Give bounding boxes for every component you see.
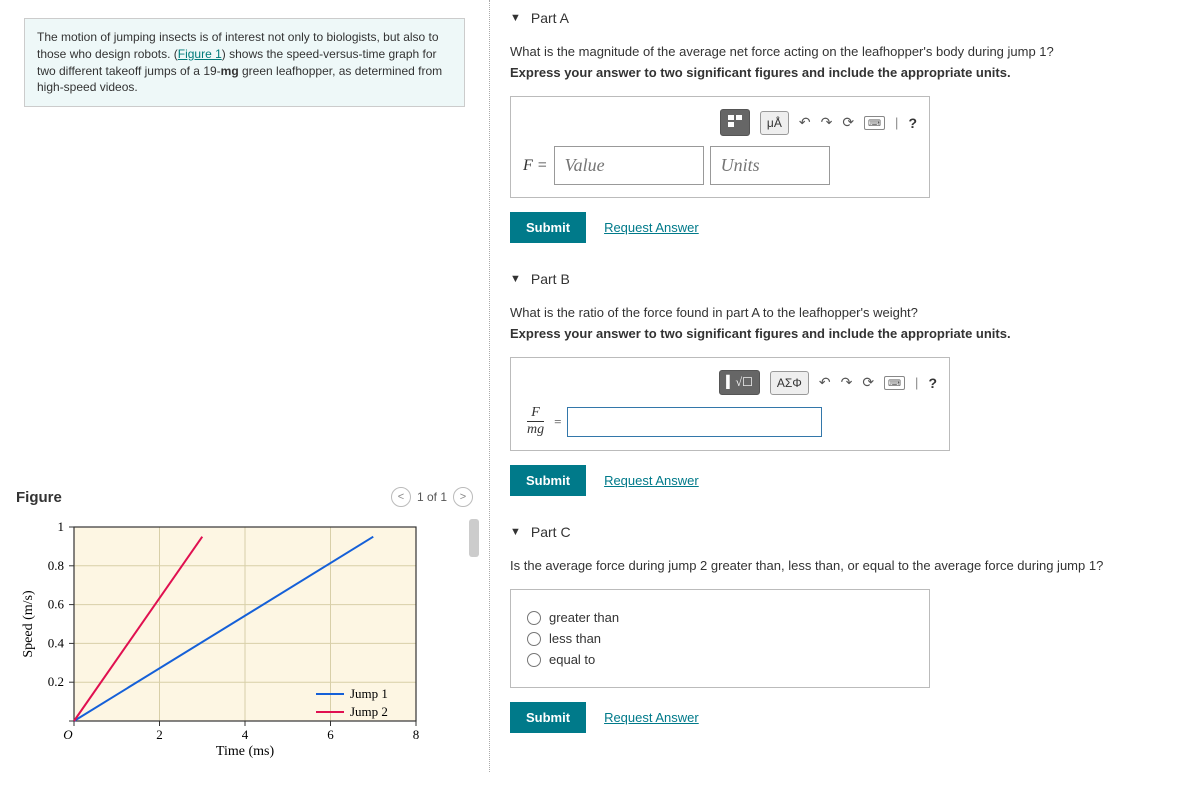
left-pane: The motion of jumping insects is of inte… xyxy=(0,0,490,772)
svg-text:0.6: 0.6 xyxy=(48,597,65,612)
templates-button[interactable] xyxy=(720,109,750,136)
part-b-submit-row: Submit Request Answer xyxy=(510,465,1180,496)
svg-text:0.2: 0.2 xyxy=(48,674,64,689)
figure-next-button[interactable]: > xyxy=(453,487,473,507)
part-a-toolbar: μÅ ↶ ↷ ⟳ ⌨ | ? xyxy=(523,109,917,136)
svg-text:Time (ms): Time (ms) xyxy=(216,744,275,759)
right-pane: ▼ Part A What is the magnitude of the av… xyxy=(490,0,1200,772)
part-a-answer-box: μÅ ↶ ↷ ⟳ ⌨ | ? F = xyxy=(510,96,930,198)
redo-icon[interactable]: ↷ xyxy=(841,374,853,391)
part-b-fraction-label: F mg xyxy=(523,405,548,438)
part-a-submit-button[interactable]: Submit xyxy=(510,212,586,243)
reset-icon[interactable]: ⟳ xyxy=(842,114,854,131)
radio-greater[interactable] xyxy=(527,611,541,625)
figure-prev-button[interactable]: < xyxy=(391,487,411,507)
option-less[interactable]: less than xyxy=(527,631,913,646)
part-a-submit-row: Submit Request Answer xyxy=(510,212,1180,243)
greek-button[interactable]: ΑΣΦ xyxy=(770,371,809,395)
part-a-value-input[interactable] xyxy=(554,146,704,185)
undo-icon[interactable]: ↶ xyxy=(799,114,811,131)
part-a-units-input[interactable] xyxy=(710,146,830,185)
fraction-denominator: mg xyxy=(523,422,548,438)
caret-down-icon: ▼ xyxy=(510,526,521,538)
svg-text:2: 2 xyxy=(156,727,163,742)
svg-text:0.4: 0.4 xyxy=(48,636,65,651)
part-c-options: greater than less than equal to xyxy=(510,589,930,688)
option-greater-label: greater than xyxy=(549,610,619,625)
part-a-section: ▼ Part A What is the magnitude of the av… xyxy=(510,10,1180,243)
part-b-request-link[interactable]: Request Answer xyxy=(604,473,699,488)
redo-icon[interactable]: ↷ xyxy=(821,114,833,131)
figure-nav: < 1 of 1 > xyxy=(391,487,473,507)
chart-container: O 2 4 6 8 0.2 0.4 0.6 0.8 1 Jump 1 Jump 2 Time (ms) S… xyxy=(16,519,473,762)
problem-intro: The motion of jumping insects is of inte… xyxy=(24,18,465,107)
part-c-header[interactable]: ▼ Part C xyxy=(510,524,1180,540)
part-c-question: Is the average force during jump 2 great… xyxy=(510,558,1180,573)
figure-section: Figure < 1 of 1 > O 2 4 6 8 0.2 0.4 0.6 0.8 1 Jump… xyxy=(8,487,481,762)
fraction-numerator: F xyxy=(527,405,544,422)
part-b-input-row: F mg = xyxy=(523,405,937,438)
undo-icon[interactable]: ↶ xyxy=(819,374,831,391)
part-a-header[interactable]: ▼ Part A xyxy=(510,10,1180,26)
figure-title: Figure xyxy=(16,489,62,506)
svg-text:O: O xyxy=(63,727,73,742)
part-b-header[interactable]: ▼ Part B xyxy=(510,271,1180,287)
option-equal[interactable]: equal to xyxy=(527,652,913,667)
sqrt-button[interactable]: ▍√☐ xyxy=(719,370,760,395)
part-c-submit-row: Submit Request Answer xyxy=(510,702,1180,733)
svg-text:Jump 2: Jump 2 xyxy=(350,704,388,719)
part-b-title: Part B xyxy=(531,271,570,287)
part-c-submit-button[interactable]: Submit xyxy=(510,702,586,733)
reset-icon[interactable]: ⟳ xyxy=(862,374,874,391)
part-b-section: ▼ Part B What is the ratio of the force … xyxy=(510,271,1180,496)
svg-text:1: 1 xyxy=(58,519,65,534)
figure-nav-label: 1 of 1 xyxy=(417,490,447,504)
part-a-eq-label: F = xyxy=(523,157,548,175)
svg-text:4: 4 xyxy=(242,727,249,742)
figure-link[interactable]: Figure 1 xyxy=(178,47,222,61)
svg-text:Jump 1: Jump 1 xyxy=(350,686,388,701)
caret-down-icon: ▼ xyxy=(510,273,521,285)
part-a-question: What is the magnitude of the average net… xyxy=(510,44,1180,59)
part-b-question: What is the ratio of the force found in … xyxy=(510,305,1180,320)
units-mu-button[interactable]: μÅ xyxy=(760,111,789,135)
scrollbar-thumb[interactable] xyxy=(469,519,479,557)
option-greater[interactable]: greater than xyxy=(527,610,913,625)
speed-time-chart: O 2 4 6 8 0.2 0.4 0.6 0.8 1 Jump 1 Jump 2 Time (ms) S… xyxy=(16,519,426,759)
help-icon[interactable]: ? xyxy=(928,375,937,391)
option-equal-label: equal to xyxy=(549,652,595,667)
keyboard-icon[interactable]: ⌨ xyxy=(884,376,905,390)
figure-header: Figure < 1 of 1 > xyxy=(16,487,473,507)
equals-sign: = xyxy=(554,414,561,430)
part-c-title: Part C xyxy=(531,524,571,540)
option-less-label: less than xyxy=(549,631,601,646)
part-b-answer-box: ▍√☐ ΑΣΦ ↶ ↷ ⟳ ⌨ | ? F mg = xyxy=(510,357,950,451)
svg-text:0.8: 0.8 xyxy=(48,558,64,573)
mass-unit: mg xyxy=(221,64,239,78)
part-a-input-row: F = xyxy=(523,146,917,185)
part-b-toolbar: ▍√☐ ΑΣΦ ↶ ↷ ⟳ ⌨ | ? xyxy=(523,370,937,395)
caret-down-icon: ▼ xyxy=(510,12,521,24)
part-b-instruction: Express your answer to two significant f… xyxy=(510,326,1180,341)
part-c-section: ▼ Part C Is the average force during jum… xyxy=(510,524,1180,733)
svg-text:6: 6 xyxy=(327,727,334,742)
part-a-instruction: Express your answer to two significant f… xyxy=(510,65,1180,80)
radio-less[interactable] xyxy=(527,632,541,646)
part-c-request-link[interactable]: Request Answer xyxy=(604,710,699,725)
part-b-value-input[interactable] xyxy=(567,407,822,437)
radio-equal[interactable] xyxy=(527,653,541,667)
part-a-request-link[interactable]: Request Answer xyxy=(604,220,699,235)
part-a-title: Part A xyxy=(531,10,569,26)
keyboard-icon[interactable]: ⌨ xyxy=(864,116,885,130)
help-icon[interactable]: ? xyxy=(908,115,917,131)
part-b-submit-button[interactable]: Submit xyxy=(510,465,586,496)
svg-text:8: 8 xyxy=(413,727,420,742)
svg-text:Speed (m/s): Speed (m/s) xyxy=(21,590,36,658)
